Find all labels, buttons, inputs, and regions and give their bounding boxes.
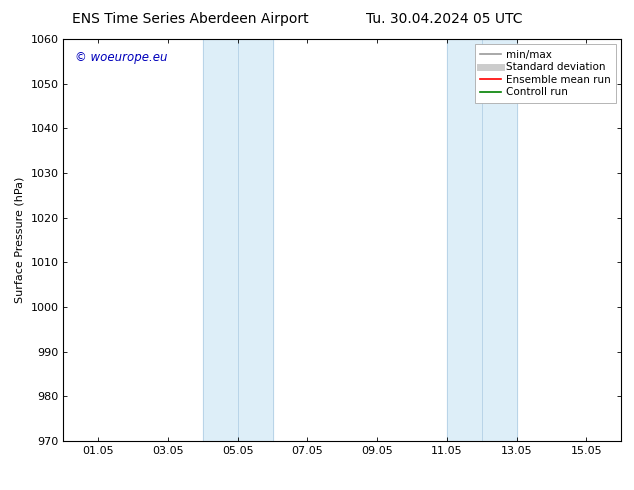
Y-axis label: Surface Pressure (hPa): Surface Pressure (hPa) [15, 177, 25, 303]
Text: ENS Time Series Aberdeen Airport: ENS Time Series Aberdeen Airport [72, 12, 309, 26]
Legend: min/max, Standard deviation, Ensemble mean run, Controll run: min/max, Standard deviation, Ensemble me… [475, 45, 616, 102]
Text: Tu. 30.04.2024 05 UTC: Tu. 30.04.2024 05 UTC [366, 12, 522, 26]
Text: © woeurope.eu: © woeurope.eu [75, 51, 167, 64]
Bar [203, 39, 273, 441]
Bar [447, 39, 517, 441]
